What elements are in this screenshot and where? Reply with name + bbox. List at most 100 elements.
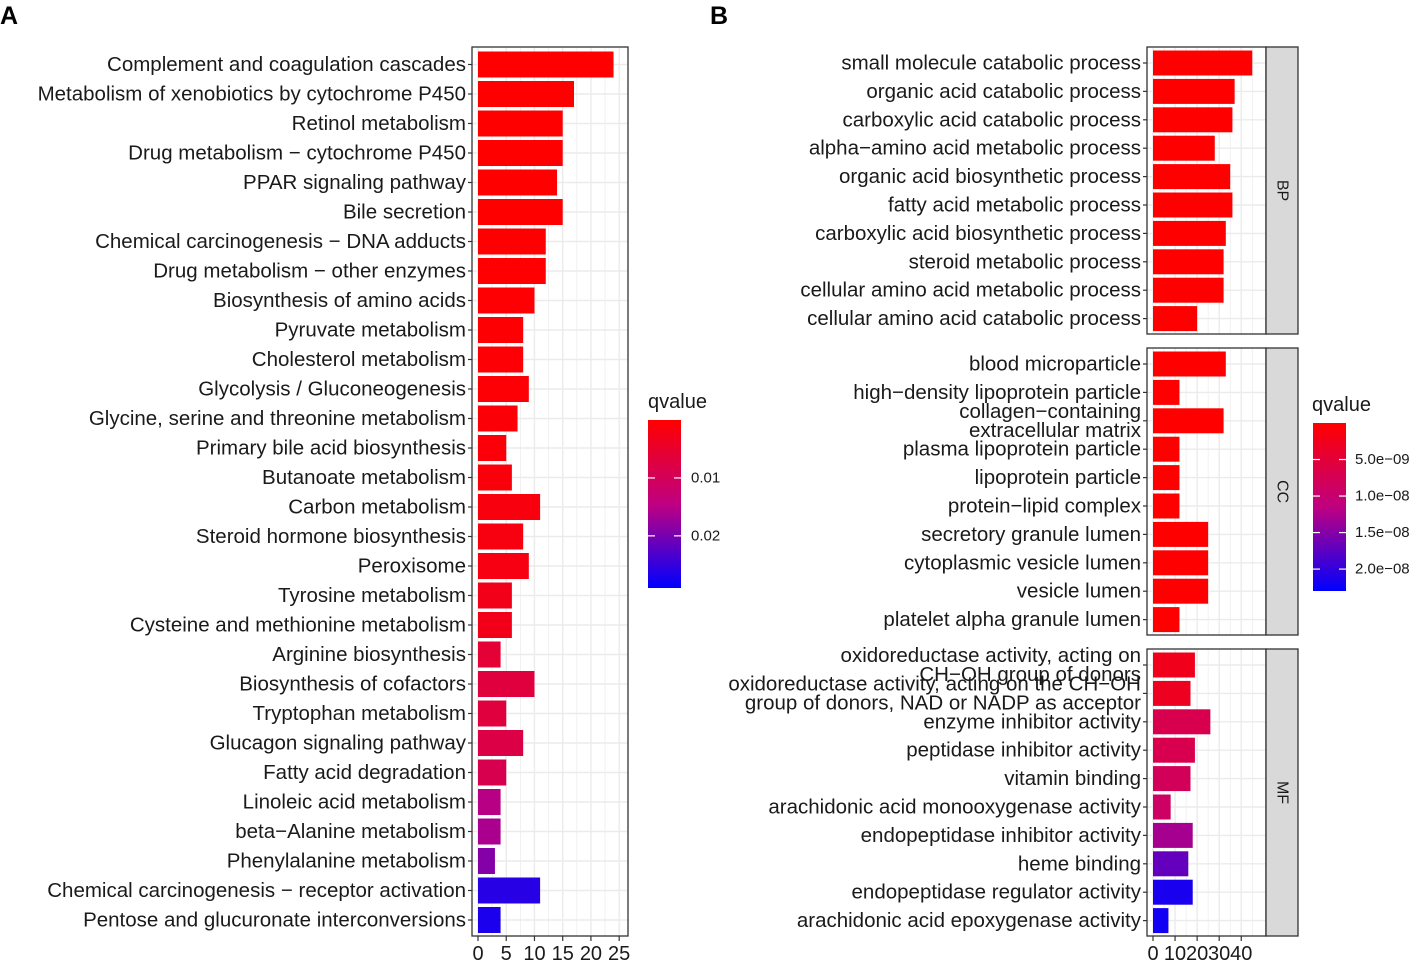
bar-glucagon-signaling-pathway — [478, 730, 524, 756]
facet-cc: blood microparticle high−density lipoprot… — [853, 347, 1299, 636]
category-label-phenylalanine-metabolism: Phenylalanine metabolism — [227, 850, 466, 873]
x-tick-label-5: 5 — [501, 943, 512, 963]
bar-oxidoreductase-activity-acting-on-the-ch-oh-group-of-donors-nad-or-nadp-as-acceptor — [1153, 680, 1191, 706]
legend-b-ticks: 5.0e−09 1.0e−08 1.5e−08 2.0e−08 — [1313, 451, 1410, 578]
bar-chemical-carcinogenesis-receptor-activation — [478, 877, 541, 904]
category-label-protein-lipid-complex: protein−lipid complex — [948, 495, 1142, 518]
bar-metabolism-of-xenobiotics-by-cytochrome-p450 — [478, 81, 574, 107]
category-label-ppar-signaling-pathway: PPAR signaling pathway — [243, 171, 467, 194]
bar-small-molecule-catabolic-process — [1153, 50, 1253, 76]
bar-cysteine-and-methionine-metabolism — [478, 612, 512, 638]
category-label-metabolism-of-xenobiotics-by-cytochrome-p450: Metabolism of xenobiotics by cytochrome … — [38, 83, 466, 106]
category-label-peptidase-inhibitor-activity: peptidase inhibitor activity — [906, 739, 1141, 762]
category-label-collagen-containing-extracellular-matrix: collagen−containing extracellular matrix — [959, 400, 1142, 442]
bar-oxidoreductase-activity-acting-on-ch-oh-group-of-donors — [1153, 652, 1195, 678]
category-label-peroxisome: Peroxisome — [358, 555, 466, 578]
category-label-drug-metabolism-cytochrome-p450: Drug metabolism − cytochrome P450 — [128, 142, 466, 165]
panel-letter-b: B — [710, 2, 728, 30]
bar-arginine-biosynthesis — [478, 641, 501, 668]
category-label-arginine-biosynthesis: Arginine biosynthesis — [272, 643, 466, 666]
bar-endopeptidase-inhibitor-activity — [1153, 822, 1193, 848]
legend-a-ticks: 0.01 0.02 — [648, 469, 720, 544]
category-label-plasma-lipoprotein-particle: plasma lipoprotein particle — [903, 438, 1141, 461]
bar-organic-acid-catabolic-process — [1153, 78, 1235, 104]
category-label-pyruvate-metabolism: Pyruvate metabolism — [275, 319, 466, 342]
bar-enzyme-inhibitor-activity — [1153, 709, 1211, 735]
bar-complement-and-coagulation-cascades — [478, 51, 614, 78]
bar-protein-lipid-complex — [1153, 493, 1180, 519]
bar-alpha-amino-acid-metabolic-process — [1153, 135, 1215, 161]
category-label-cellular-amino-acid-catabolic-process: cellular amino acid catabolic process — [807, 307, 1141, 330]
bar-fatty-acid-degradation — [478, 759, 507, 786]
bar-carboxylic-acid-biosynthetic-process — [1153, 220, 1226, 246]
category-label-organic-acid-catabolic-process: organic acid catabolic process — [866, 80, 1141, 103]
panel-a-plot: Complement and coagulation cascades Metab… — [38, 46, 630, 963]
category-label-drug-metabolism-other-enzymes: Drug metabolism − other enzymes — [153, 260, 466, 283]
bar-pentose-and-glucuronate-interconversions — [478, 907, 501, 933]
panel-b-plot: small molecule catabolic process organic … — [728, 46, 1299, 963]
legend-b-tick-label: 5.0e−09 — [1355, 451, 1410, 468]
facet-mf: oxidoreductase activity, acting on CH−OH … — [728, 644, 1299, 937]
bar-plasma-lipoprotein-particle — [1153, 436, 1180, 462]
legend-b: qvalue 5.0e−09 1.0e−08 1.5e−08 2.0e−08 — [1312, 394, 1410, 591]
bar-collagen-containing-extracellular-matrix — [1153, 408, 1224, 434]
facet-strip-label-mf: MF — [1274, 781, 1291, 804]
legend-b-title: qvalue — [1312, 394, 1371, 416]
category-label-tyrosine-metabolism: Tyrosine metabolism — [278, 584, 466, 607]
x-tick-label-10: 10 — [523, 943, 545, 963]
category-label-beta-alanine-metabolism: beta−Alanine metabolism — [235, 820, 466, 843]
legend-b-tick-label: 2.0e−08 — [1355, 561, 1410, 578]
legend-b-colorbar — [1313, 423, 1346, 591]
category-label-arachidonic-acid-monooxygenase-activity: arachidonic acid monooxygenase activity — [768, 796, 1141, 819]
category-label-blood-microparticle: blood microparticle — [969, 353, 1141, 376]
bar-vesicle-lumen — [1153, 578, 1209, 604]
bar-secretory-granule-lumen — [1153, 521, 1209, 547]
bar-ppar-signaling-pathway — [478, 169, 558, 196]
bar-cytoplasmic-vesicle-lumen — [1153, 550, 1209, 576]
category-label-biosynthesis-of-amino-acids: Biosynthesis of amino acids — [213, 289, 466, 312]
x-tick-label-25: 25 — [608, 943, 630, 963]
panel-a-x-ticks: 0 5 10 15 20 25 — [472, 936, 630, 963]
bar-heme-binding — [1153, 851, 1189, 877]
category-label-pentose-and-glucuronate-interconversions: Pentose and glucuronate interconversions — [83, 909, 466, 932]
category-label-arachidonic-acid-epoxygenase-activity: arachidonic acid epoxygenase activity — [797, 909, 1142, 932]
category-label-cellular-amino-acid-metabolic-process: cellular amino acid metabolic process — [800, 279, 1141, 302]
bar-endopeptidase-regulator-activity — [1153, 879, 1193, 905]
bar-pyruvate-metabolism — [478, 317, 524, 343]
bar-arachidonic-acid-epoxygenase-activity — [1153, 908, 1169, 934]
bar-retinol-metabolism — [478, 110, 563, 137]
category-label-fatty-acid-degradation: Fatty acid degradation — [263, 761, 466, 784]
x-tick-label-20: 20 — [580, 943, 602, 963]
category-label-secretory-granule-lumen: secretory granule lumen — [921, 523, 1141, 546]
facet-strip — [1265, 648, 1299, 937]
category-label-tryptophan-metabolism: Tryptophan metabolism — [253, 702, 466, 725]
bar-steroid-hormone-biosynthesis — [478, 523, 524, 550]
bar-peroxisome — [478, 553, 529, 579]
x-tick-label-0: 0 — [472, 943, 483, 963]
bar-butanoate-metabolism — [478, 464, 512, 491]
category-label-steroid-metabolic-process: steroid metabolic process — [909, 250, 1141, 273]
category-label-carboxylic-acid-biosynthetic-process: carboxylic acid biosynthetic process — [815, 222, 1141, 245]
bar-glycine-serine-and-threonine-metabolism — [478, 405, 518, 432]
x-tick-label-10: 10 — [1164, 943, 1186, 963]
bar-cellular-amino-acid-catabolic-process — [1153, 306, 1198, 332]
panel-b-facets: small molecule catabolic process organic … — [728, 46, 1299, 937]
category-label-chemical-carcinogenesis-dna-adducts: Chemical carcinogenesis − DNA adducts — [95, 230, 466, 253]
facet-strip-label-bp: BP — [1274, 180, 1291, 201]
category-label-organic-acid-biosynthetic-process: organic acid biosynthetic process — [839, 165, 1141, 188]
legend-a-tick-label: 0.01 — [691, 469, 720, 486]
x-tick-label-40: 40 — [1230, 943, 1252, 963]
bar-fatty-acid-metabolic-process — [1153, 192, 1233, 218]
bar-organic-acid-biosynthetic-process — [1153, 164, 1231, 190]
bar-cholesterol-metabolism — [478, 346, 524, 373]
legend-a-tick-label: 0.02 — [691, 527, 720, 544]
facet-strip — [1265, 347, 1299, 636]
bar-tyrosine-metabolism — [478, 582, 512, 609]
category-label-oxidoreductase-activity-acting-on-ch-oh-group-of-donors: oxidoreductase activity, acting on CH−OH … — [841, 644, 1141, 686]
bar-carbon-metabolism — [478, 494, 541, 520]
category-label-cholesterol-metabolism: Cholesterol metabolism — [252, 348, 466, 371]
facet-bp: small molecule catabolic process organic … — [800, 46, 1299, 335]
category-label-oxidoreductase-activity-acting-on-the-ch-oh-group-of-donors-nad-or-nadp-as-acceptor: oxidoreductase activity, acting on the C… — [728, 672, 1141, 714]
legend-a-title: qvalue — [648, 391, 707, 413]
